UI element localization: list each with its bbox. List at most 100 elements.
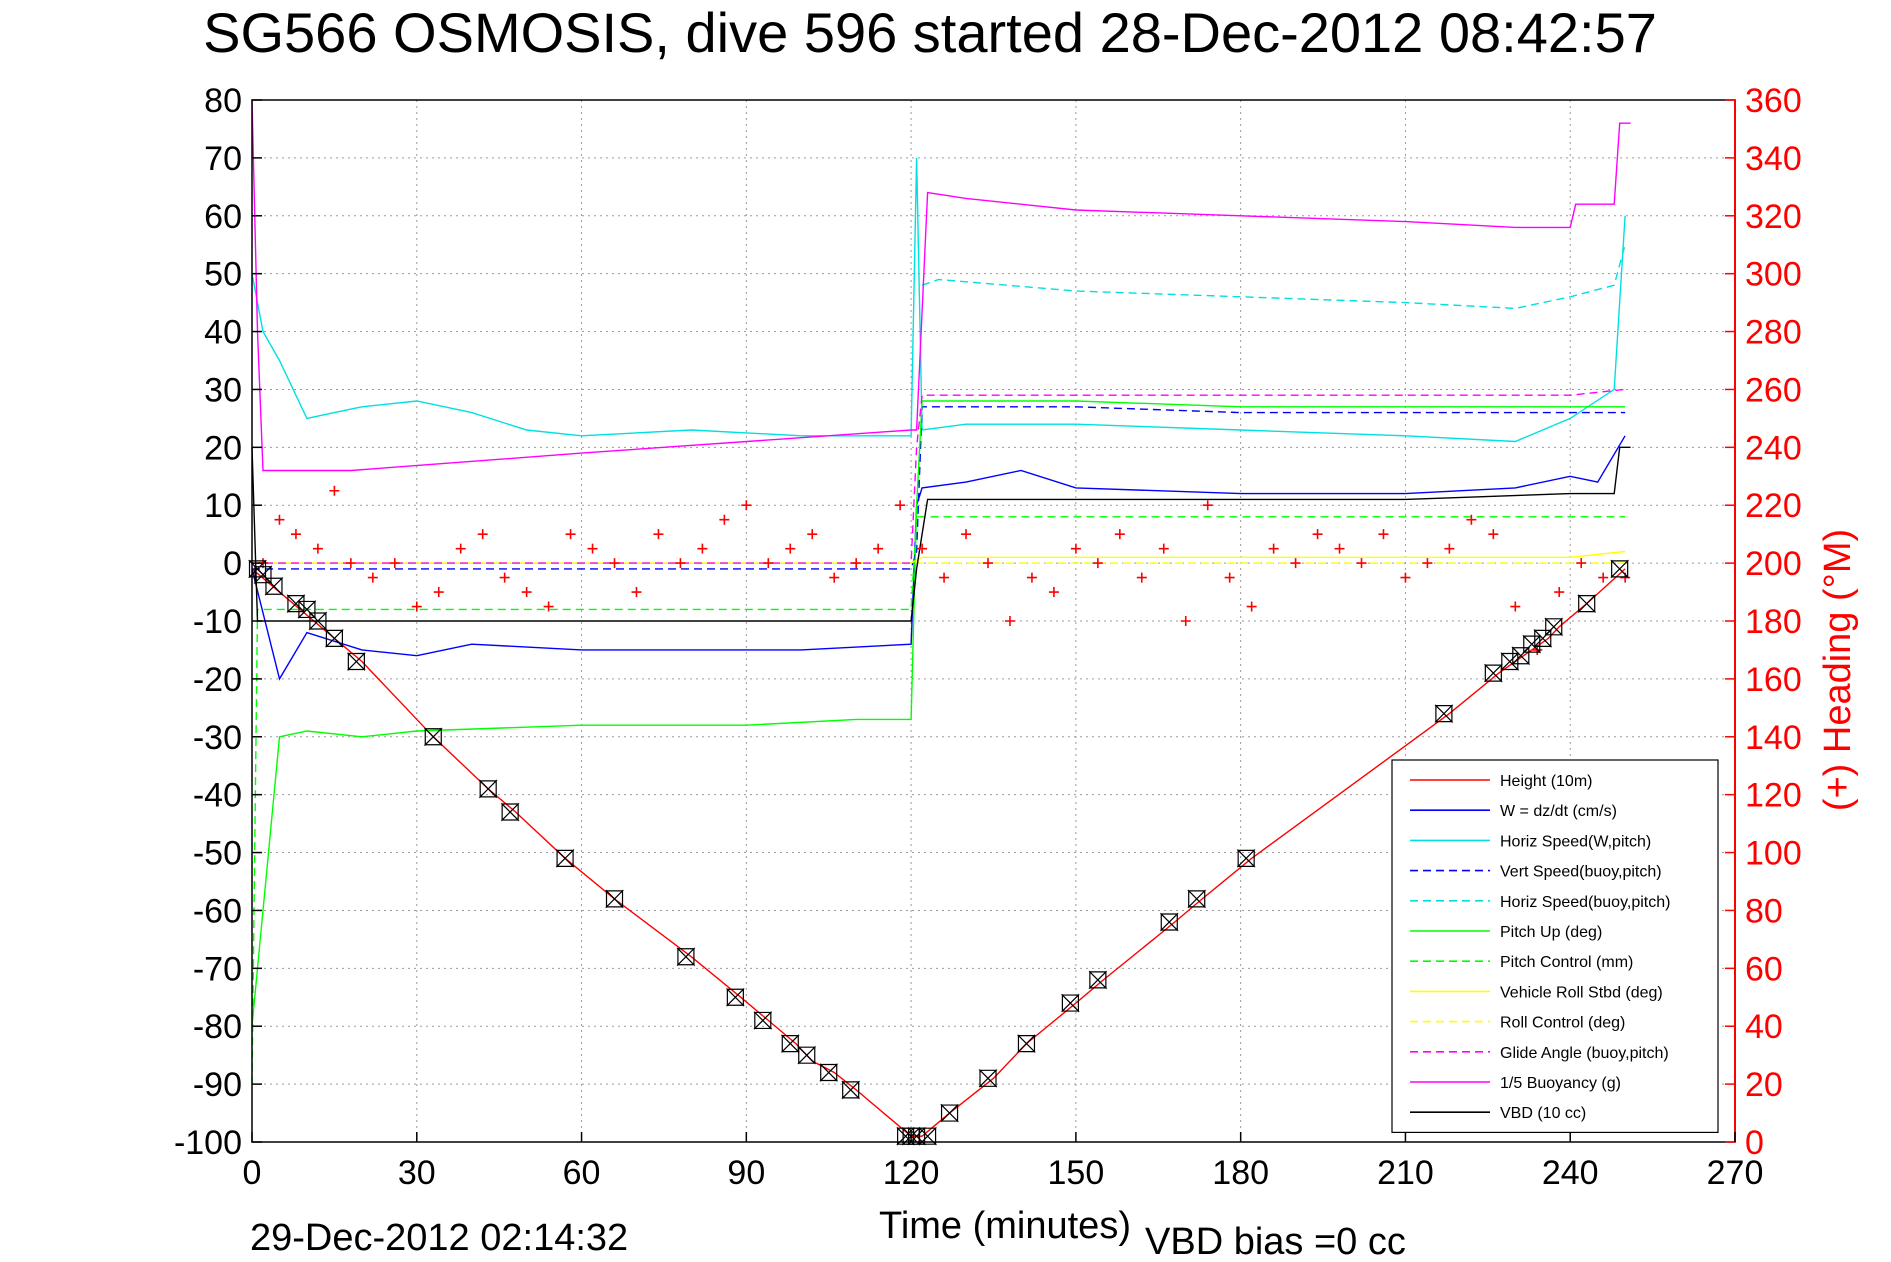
heading-point bbox=[1114, 529, 1125, 540]
depth-marker bbox=[1544, 617, 1564, 637]
depth-marker bbox=[324, 628, 344, 648]
heading-point bbox=[961, 529, 972, 540]
right-tick-label: 320 bbox=[1745, 198, 1802, 236]
heading-point bbox=[917, 543, 928, 554]
legend-label: Vert Speed(buoy,pitch) bbox=[1500, 864, 1662, 881]
depth-marker bbox=[264, 576, 284, 596]
x-tick-label: 90 bbox=[727, 1154, 765, 1192]
depth-marker bbox=[1577, 594, 1597, 614]
heading-point bbox=[565, 529, 576, 540]
depth-marker bbox=[1610, 559, 1630, 579]
legend-label: Roll Control (deg) bbox=[1500, 1015, 1625, 1032]
heading-point bbox=[807, 529, 818, 540]
depth-marker bbox=[841, 1080, 861, 1100]
depth-marker bbox=[940, 1103, 960, 1123]
heading-point bbox=[499, 572, 510, 583]
right-tick-label: 0 bbox=[1745, 1124, 1764, 1162]
heading-point bbox=[274, 514, 285, 525]
left-tick-label: 20 bbox=[204, 429, 242, 467]
heading-point bbox=[345, 558, 356, 569]
x-tick-label: 150 bbox=[1048, 1154, 1105, 1192]
left-axis-ticks: 80 70 60 50 40 30 20 10 0 -10 -20 -30 -40 -50 -60 -70 -8… bbox=[174, 82, 262, 1162]
depth-marker bbox=[676, 947, 696, 967]
heading-point bbox=[1180, 616, 1191, 626]
depth-marker bbox=[1187, 889, 1207, 909]
heading-point bbox=[1356, 558, 1367, 569]
series-line-5 bbox=[251, 400, 1626, 1027]
x-tick-label: 60 bbox=[563, 1154, 601, 1192]
heading-point bbox=[1004, 616, 1015, 626]
series-line-11 bbox=[251, 446, 1631, 622]
depth-marker bbox=[753, 1010, 773, 1030]
heading-point bbox=[983, 558, 994, 569]
heading-point bbox=[1576, 558, 1587, 569]
heading-point bbox=[1334, 543, 1345, 554]
depth-marker bbox=[1236, 848, 1256, 868]
depth-marker bbox=[605, 889, 624, 909]
depth-marker bbox=[819, 1063, 839, 1082]
heading-point bbox=[1224, 572, 1235, 583]
left-tick-label: -50 bbox=[193, 835, 242, 873]
heading-point bbox=[1422, 558, 1433, 569]
left-tick-label: 10 bbox=[204, 487, 242, 525]
legend-label: Vehicle Roll Stbd (deg) bbox=[1500, 984, 1663, 1001]
heading-point bbox=[1158, 543, 1169, 554]
heading-point bbox=[741, 500, 752, 511]
right-tick-label: 100 bbox=[1745, 835, 1802, 873]
series-line-7 bbox=[252, 550, 1626, 564]
x-tick-label: 210 bbox=[1377, 1154, 1434, 1192]
heading-point bbox=[1048, 587, 1059, 598]
left-tick-label: 30 bbox=[204, 371, 242, 409]
legend-label: Glide Angle (buoy,pitch) bbox=[1500, 1045, 1669, 1062]
heading-point bbox=[1510, 601, 1521, 612]
heading-point bbox=[829, 572, 840, 583]
footer-timestamp: 29-Dec-2012 02:14:32 bbox=[250, 1217, 628, 1259]
heading-point bbox=[1312, 529, 1323, 540]
heading-point bbox=[1378, 529, 1389, 540]
right-tick-label: 200 bbox=[1745, 545, 1802, 583]
heading-point bbox=[631, 587, 642, 598]
heading-point bbox=[697, 543, 708, 554]
right-tick-label: 280 bbox=[1745, 314, 1802, 352]
x-axis-label: Time (minutes) bbox=[879, 1205, 1131, 1247]
heading-point bbox=[1554, 587, 1565, 598]
legend-box bbox=[1391, 759, 1719, 1133]
heading-point bbox=[785, 543, 796, 554]
heading-point bbox=[719, 514, 730, 525]
heading-point bbox=[1290, 558, 1301, 569]
left-tick-label: -100 bbox=[174, 1124, 242, 1162]
depth-marker bbox=[500, 802, 520, 822]
heading-point bbox=[763, 558, 774, 569]
heading-point bbox=[1268, 543, 1279, 554]
depth-marker bbox=[978, 1068, 998, 1088]
x-axis-ticks: 0 30 60 90 120 150 180 210 240 270 bbox=[243, 1132, 1764, 1192]
heading-point bbox=[675, 558, 686, 569]
heading-point bbox=[455, 543, 466, 554]
series-line-10 bbox=[251, 99, 1631, 472]
heading-point bbox=[653, 529, 664, 540]
right-tick-label: 220 bbox=[1745, 487, 1802, 525]
series-line-6 bbox=[251, 516, 1626, 1085]
x-tick-label: 0 bbox=[243, 1154, 262, 1192]
x-tick-label: 180 bbox=[1212, 1154, 1269, 1192]
legend-label: W = dz/dt (cm/s) bbox=[1500, 803, 1617, 820]
right-tick-label: 300 bbox=[1745, 256, 1802, 294]
depth-marker bbox=[346, 652, 366, 671]
legend-label: Horiz Speed(W,pitch) bbox=[1500, 833, 1651, 850]
heading-point bbox=[1400, 572, 1411, 583]
x-tick-label: 270 bbox=[1707, 1154, 1764, 1192]
heading-point bbox=[1444, 543, 1455, 554]
right-tick-label: 140 bbox=[1745, 719, 1802, 757]
right-tick-label: 160 bbox=[1745, 661, 1802, 699]
left-tick-label: -90 bbox=[193, 1066, 242, 1104]
depth-markers bbox=[248, 559, 1630, 1146]
heading-point bbox=[895, 500, 906, 511]
depth-marker bbox=[423, 727, 443, 747]
depth-marker bbox=[1060, 993, 1080, 1013]
left-tick-label: -40 bbox=[193, 777, 242, 815]
heading-point bbox=[851, 558, 862, 569]
left-tick-label: 0 bbox=[223, 545, 242, 583]
heading-point bbox=[329, 485, 340, 496]
right-tick-label: 60 bbox=[1745, 950, 1783, 988]
